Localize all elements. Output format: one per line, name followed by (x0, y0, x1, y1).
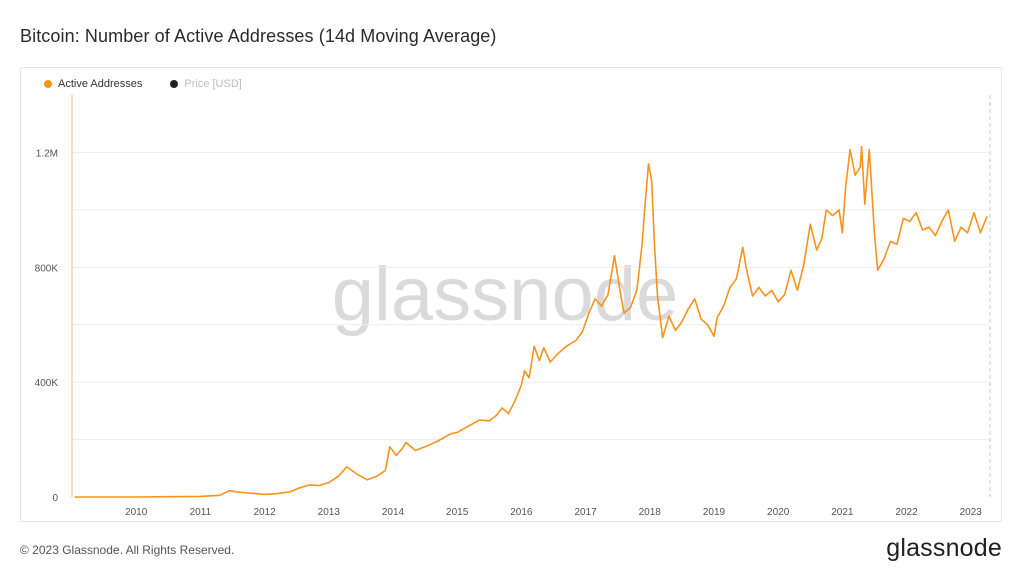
x-tick-label: 2013 (318, 507, 341, 518)
legend-label-price-usd: Price [USD] (184, 78, 242, 90)
copyright-text: © 2023 Glassnode. All Rights Reserved. (20, 543, 235, 557)
x-tick-label: 2021 (831, 507, 854, 518)
x-tick-label: 2010 (125, 507, 148, 518)
legend-item-price-usd[interactable]: Price [USD] (170, 78, 242, 90)
series-line-active-addresses[interactable] (74, 145, 988, 498)
y-tick-label: 0 (52, 493, 58, 504)
legend-label-active-addresses: Active Addresses (58, 78, 143, 90)
x-tick-label: 2015 (446, 507, 469, 518)
page-title: Bitcoin: Number of Active Addresses (14d… (20, 26, 497, 46)
x-tick-label: 2012 (253, 507, 276, 518)
axes: 0 400K 800K 1.2M 2010 2011 2012 2013 2014 2015 201… (35, 95, 983, 518)
x-tick-label: 2018 (639, 507, 662, 518)
x-tick-label: 2022 (895, 507, 918, 518)
series-layer (74, 145, 988, 498)
x-tick-label: 2023 (960, 507, 983, 518)
x-tick-label: 2011 (190, 507, 212, 518)
y-tick-label: 1.2M (36, 148, 58, 159)
x-tick-label: 2017 (574, 507, 597, 518)
x-tick-label: 2014 (382, 507, 405, 518)
legend: Active Addresses Price [USD] (44, 78, 242, 90)
grid-lines (72, 151, 990, 441)
x-tick-label: 2020 (767, 507, 790, 518)
legend-marker-price-usd (170, 80, 179, 88)
legend-item-active-addresses[interactable]: Active Addresses (44, 78, 142, 90)
chart-frame (20, 67, 1002, 522)
x-tick-label: 2019 (703, 507, 726, 518)
legend-marker-active-addresses (44, 80, 52, 88)
y-tick-label: 800K (35, 263, 59, 274)
y-tick-label: 400K (35, 378, 59, 389)
glassnode-logo[interactable]: glassnode (886, 534, 1002, 562)
x-tick-label: 2016 (510, 507, 533, 518)
